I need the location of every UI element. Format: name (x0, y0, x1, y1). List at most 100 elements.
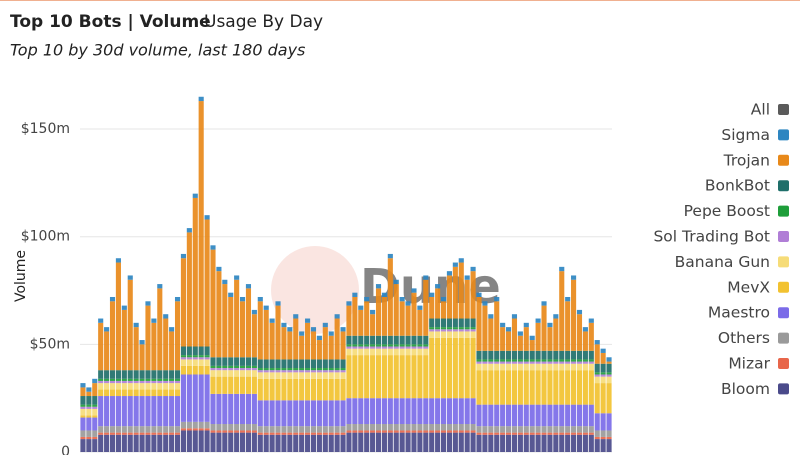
bar-segment (576, 350, 583, 360)
bar-segment (157, 284, 163, 289)
bar-segment (115, 370, 121, 379)
bar-segment (104, 331, 110, 371)
bar-segment (411, 288, 417, 293)
bar-segment (506, 359, 512, 362)
bar-segment (98, 378, 104, 381)
bar-segment (600, 430, 606, 437)
bar-segment (216, 430, 222, 433)
bar-segment (104, 370, 110, 379)
bar-segment (370, 424, 376, 431)
bar-segment (500, 322, 506, 328)
bar-segment (559, 350, 565, 360)
bar-segment (482, 301, 488, 306)
bar-segment (174, 389, 181, 397)
bar-segment (109, 383, 116, 390)
bar-segment (393, 344, 399, 347)
bar-segment (151, 432, 157, 435)
bar-segment (109, 396, 116, 427)
bar-segment (535, 426, 541, 433)
bar-segment (139, 370, 145, 379)
bar-segment (529, 335, 535, 341)
bar-segment (222, 376, 228, 394)
bar-segment (127, 432, 133, 435)
bar-segment (151, 389, 157, 397)
bar-segment (240, 430, 246, 433)
bar-segment (511, 434, 518, 452)
bar-segment (322, 322, 328, 328)
bar-segment (535, 359, 541, 362)
bar-segment (511, 314, 518, 319)
bar-segment (429, 432, 435, 452)
bar-segment (399, 296, 405, 302)
bar-segment (145, 434, 151, 452)
bar-segment (251, 376, 257, 394)
bar-segment (588, 404, 594, 427)
legend-swatch (778, 205, 789, 217)
bar-segment (435, 331, 441, 338)
bar-segment (322, 378, 328, 401)
bar-segment (399, 424, 405, 431)
bar-segment (139, 396, 145, 427)
bar-segment (488, 318, 494, 351)
bar-segment (571, 432, 577, 435)
bar-segment (541, 359, 547, 362)
bar-segment (470, 398, 476, 425)
bar-segment (523, 426, 529, 433)
bar-segment (565, 404, 571, 427)
bar-segment (299, 359, 305, 369)
bar-segment (198, 355, 204, 358)
bar-segment (576, 432, 583, 435)
bar-segment (470, 271, 476, 319)
bar-segment (464, 275, 470, 280)
bar-segment (523, 370, 529, 405)
bar-segment (204, 359, 210, 366)
bar-segment (476, 404, 482, 427)
bar-segment (541, 404, 547, 427)
bar-segment (316, 359, 322, 369)
bar-segment (470, 329, 476, 332)
bar-segment (387, 253, 393, 259)
bar-segment (80, 396, 86, 405)
bar-segment (210, 432, 216, 452)
bar-segment (435, 329, 441, 332)
bar-segment (470, 318, 476, 328)
bar-segment (506, 432, 512, 435)
bar-segment (565, 350, 571, 360)
bar-segment (157, 378, 163, 381)
bar-segment (305, 378, 311, 401)
bar-segment (92, 408, 98, 416)
bar-segment (594, 383, 600, 414)
bar-segment (600, 413, 606, 431)
bar-segment (435, 288, 441, 319)
bar-segment (606, 363, 612, 373)
bar-segment (234, 368, 240, 371)
bar-segment (104, 389, 110, 397)
bar-segment (411, 344, 417, 347)
bar-segment (417, 430, 423, 433)
bar-segment (381, 346, 387, 349)
legend-swatch (778, 332, 789, 344)
bar-segment (458, 258, 464, 263)
bar-segment (151, 380, 157, 384)
bar-segment (352, 430, 358, 433)
bar-segment (600, 383, 606, 414)
bar-segment (464, 327, 470, 330)
bar-segment (310, 327, 317, 332)
bar-segment (127, 370, 133, 379)
bar-segment (387, 398, 393, 425)
bar-segment (594, 430, 600, 437)
bar-segment (198, 428, 204, 431)
bar-segment (375, 355, 382, 399)
bar-segment (517, 434, 523, 452)
bar-segment (80, 430, 86, 437)
bar-segment (251, 432, 257, 452)
bar-segment (517, 331, 523, 336)
bar-segment (86, 387, 92, 392)
bar-segment (299, 434, 305, 452)
bar-segment (571, 275, 577, 280)
bar-segment (476, 370, 482, 405)
bar-segment (494, 363, 500, 371)
bar-segment (310, 372, 317, 379)
bar-segment (139, 432, 145, 435)
